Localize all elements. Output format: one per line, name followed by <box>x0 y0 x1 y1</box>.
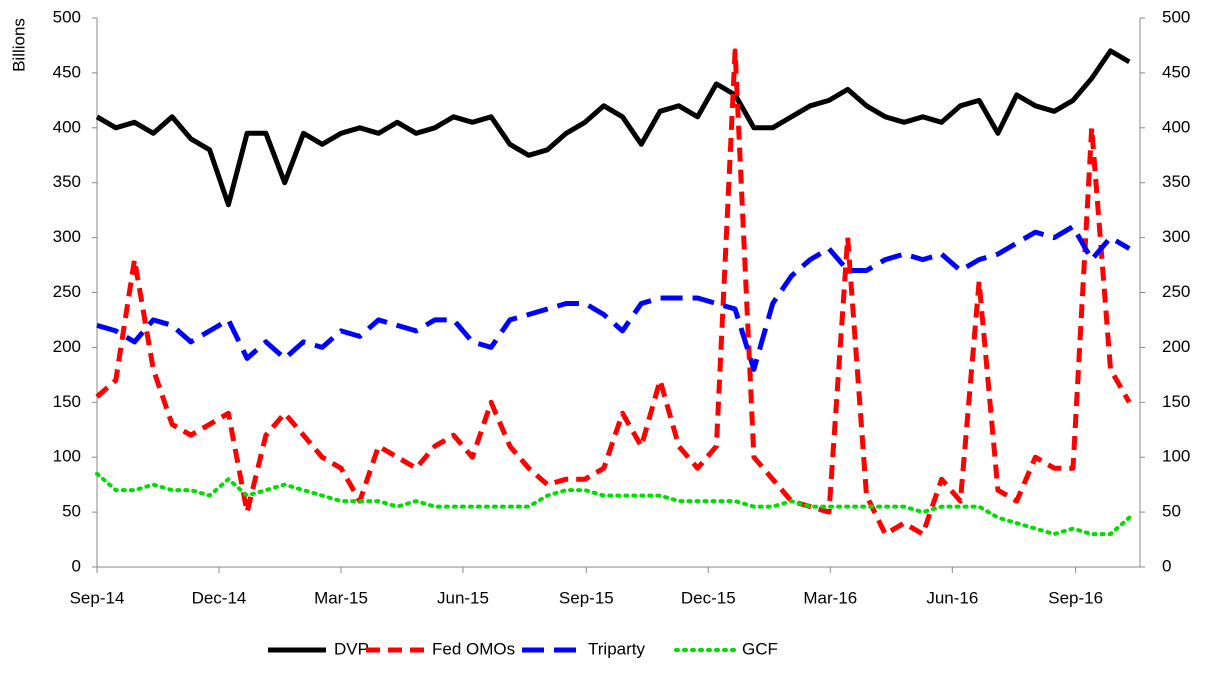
y2-tick-label: 250 <box>1162 282 1190 301</box>
x-tick-label: Mar-16 <box>803 588 857 607</box>
x-tick-label: Dec-14 <box>192 588 247 607</box>
x-tick-label: Sep-14 <box>70 588 125 607</box>
series-line <box>95 48 1132 537</box>
y2-tick-label: 100 <box>1162 447 1190 466</box>
x-tick-label: Mar-15 <box>314 588 368 607</box>
y2-tick-label: 50 <box>1162 502 1181 521</box>
y-tick-label: 0 <box>72 556 81 575</box>
x-tick-label: Jun-16 <box>926 588 978 607</box>
x-tick-label: Jun-15 <box>437 588 489 607</box>
y2-tick-label: 0 <box>1162 556 1171 575</box>
y2-tick-label: 450 <box>1162 62 1190 81</box>
y2-tick-label: 300 <box>1162 227 1190 246</box>
x-tick-label: Dec-15 <box>681 588 736 607</box>
series-line <box>95 48 1131 208</box>
x-tick-label: Sep-15 <box>559 588 614 607</box>
y2-tick-label: 350 <box>1162 172 1190 191</box>
y-axis-label: Billions <box>9 18 28 72</box>
y-tick-label: 300 <box>53 227 81 246</box>
y-tick-label: 500 <box>53 7 81 26</box>
series-line <box>96 224 1131 372</box>
y2-tick-label: 400 <box>1162 117 1190 136</box>
y2-tick-label: 500 <box>1162 7 1190 26</box>
y-tick-label: 100 <box>53 447 81 466</box>
y2-tick-label: 200 <box>1162 337 1190 356</box>
y-tick-label: 150 <box>53 392 81 411</box>
x-tick-label: Sep-16 <box>1048 588 1103 607</box>
y-tick-label: 450 <box>53 62 81 81</box>
y-tick-label: 50 <box>62 502 81 521</box>
y-tick-label: 250 <box>53 282 81 301</box>
y-tick-label: 400 <box>53 117 81 136</box>
y-tick-label: 350 <box>53 172 81 191</box>
legend-label: Fed OMOs <box>432 639 515 658</box>
y-tick-label: 200 <box>53 337 81 356</box>
legend-label: GCF <box>742 639 778 658</box>
legend-label: Triparty <box>588 639 645 658</box>
legend-label: DVP <box>334 639 369 658</box>
y2-tick-label: 150 <box>1162 392 1190 411</box>
series-line <box>95 471 1132 537</box>
